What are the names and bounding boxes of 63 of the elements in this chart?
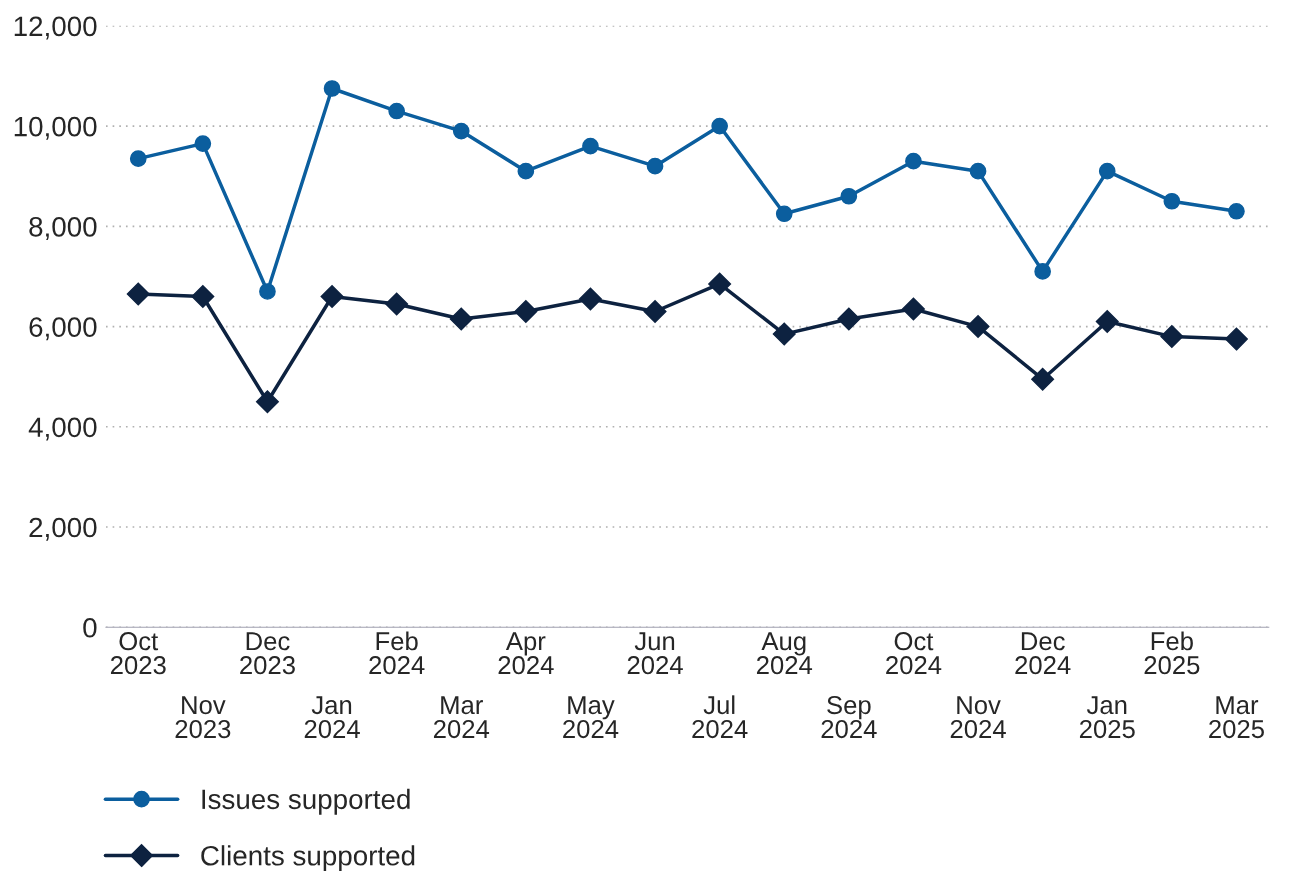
legend-label: Clients supported: [201, 845, 415, 872]
y-tick-label: 0: [83, 617, 97, 638]
x-tick-label: Oct 2023: [110, 632, 166, 675]
point: [517, 162, 535, 180]
x-tick-label: Nov 2023: [175, 696, 231, 739]
x-tick-label: Sep 2024: [821, 696, 877, 739]
point: [1095, 310, 1119, 334]
x-tick-label: Aug 2024: [756, 632, 813, 675]
point: [837, 307, 861, 331]
y-tick-label: 4,000: [28, 417, 97, 441]
point: [578, 287, 602, 311]
point: [901, 297, 925, 321]
point: [1031, 367, 1055, 391]
x-tick-label: Jan 2024: [304, 696, 360, 739]
y-tick-label: 2,000: [29, 517, 97, 541]
point: [1163, 192, 1181, 210]
point: [772, 322, 796, 346]
point: [255, 390, 279, 414]
point: [194, 135, 212, 152]
x-tick-label: Feb 2024: [369, 631, 425, 675]
point: [1224, 327, 1248, 351]
point: [966, 315, 990, 339]
point: [582, 137, 599, 155]
point: [905, 152, 922, 170]
x-tick-label: Dec 2023: [240, 632, 295, 675]
x-tick-label: Mar 2025: [1209, 696, 1264, 739]
x-tick-label: Jun 2024: [627, 632, 683, 675]
point: [708, 272, 732, 296]
x-tick-label: Dec 2024: [1015, 632, 1071, 675]
x-tick-label: Jan 2025: [1079, 696, 1135, 739]
point: [711, 117, 728, 135]
point: [1228, 202, 1245, 220]
x-tick-label: Feb 2025: [1144, 631, 1200, 675]
point: [259, 283, 276, 300]
point: [775, 205, 793, 223]
y-tick-label: 12,000: [14, 16, 97, 40]
x-tick-label: Mar 2024: [433, 696, 490, 739]
point: [320, 284, 344, 308]
y-tick-label: 8,000: [29, 216, 97, 240]
point: [385, 292, 409, 316]
point: [191, 284, 215, 308]
x-tick-label: Oct 2024: [886, 632, 942, 675]
point: [840, 187, 858, 205]
point: [388, 102, 405, 120]
point: [129, 150, 147, 167]
point: [646, 157, 664, 175]
point: [643, 300, 667, 324]
y-tick-label: 10,000: [14, 116, 97, 140]
point: [514, 300, 538, 324]
x-tick-label: May 2024: [563, 696, 619, 739]
point: [323, 80, 341, 97]
point: [969, 162, 987, 180]
point: [1034, 263, 1051, 280]
point: [449, 307, 473, 331]
point: [1098, 162, 1116, 180]
point: [126, 282, 150, 306]
x-tick-label: Apr 2024: [498, 632, 554, 675]
x-tick-label: Jul 2024: [692, 695, 748, 739]
x-tick-label: Nov 2024: [950, 696, 1006, 739]
legend-label: Issues supported: [202, 788, 410, 815]
y-tick-label: 6,000: [29, 317, 97, 341]
point: [1160, 325, 1184, 349]
point: [452, 122, 470, 140]
